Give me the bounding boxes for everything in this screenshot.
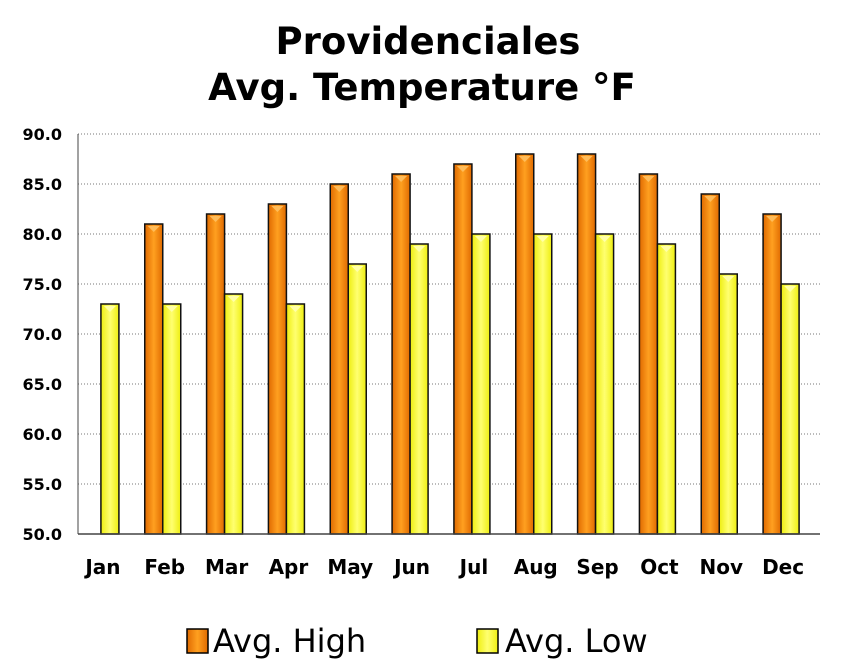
bar-avg-low-cap — [351, 266, 364, 272]
bar-avg-low-cap — [413, 246, 426, 252]
chart-title-line-1: Providenciales — [276, 20, 581, 63]
x-tick-label: Dec — [762, 555, 804, 579]
bar-avg-high-cap — [518, 156, 531, 162]
x-tick-label: Aug — [514, 555, 558, 579]
bar-avg-high — [267, 203, 288, 535]
bar-avg-low — [533, 233, 553, 535]
bar-avg-low-cap — [165, 306, 178, 312]
bar-avg-low-cap — [227, 296, 240, 302]
y-tick-label: 70.0 — [23, 325, 62, 344]
bar-avg-low-cap — [536, 236, 549, 242]
bar-avg-low — [223, 293, 244, 535]
legend-swatch-low — [476, 628, 499, 654]
bar-avg-low — [100, 303, 120, 535]
bar-avg-high — [329, 183, 349, 535]
bar-avg-low-cap — [722, 276, 735, 282]
bar-avg-low-cap — [289, 306, 302, 312]
y-tick-label: 50.0 — [23, 525, 62, 544]
y-tick-label: 90.0 — [23, 125, 62, 144]
bar-avg-high — [700, 193, 720, 535]
bar-avg-low-cap — [660, 246, 673, 252]
bar-avg-low — [471, 233, 491, 535]
y-tick-label: 60.0 — [23, 425, 62, 444]
bar-avg-high — [515, 153, 535, 535]
bar-avg-low-cap — [103, 306, 116, 312]
x-tick-label: Feb — [144, 555, 185, 579]
x-tick-label: May — [327, 555, 373, 579]
bar-avg-high — [762, 213, 782, 535]
y-tick-label: 85.0 — [23, 175, 62, 194]
bar-avg-low-cap — [598, 236, 611, 242]
bar-avg-low — [409, 243, 429, 535]
bars — [100, 153, 800, 535]
x-tick-label: Mar — [205, 555, 248, 579]
bar-avg-high — [576, 153, 597, 535]
bar-avg-high-cap — [209, 216, 222, 222]
bar-avg-high — [391, 173, 411, 535]
legend-label-low: Avg. Low — [505, 622, 648, 660]
bar-avg-high-cap — [704, 196, 717, 202]
y-tick-label: 55.0 — [23, 475, 62, 494]
bar-avg-high-cap — [642, 176, 655, 182]
bar-avg-high — [205, 213, 226, 535]
bar-avg-low — [347, 263, 367, 535]
bar-avg-high-cap — [147, 226, 160, 232]
x-tick-label: Nov — [699, 555, 743, 579]
y-tick-label: 75.0 — [23, 275, 62, 294]
y-tick-label: 80.0 — [23, 225, 62, 244]
legend-label-high: Avg. High — [213, 622, 366, 660]
bar-avg-high-cap — [766, 216, 779, 222]
x-tick-label: Oct — [640, 555, 679, 579]
y-tick-label: 65.0 — [23, 375, 62, 394]
legend: Avg. High Avg. Low — [186, 622, 648, 660]
bar-avg-low-cap — [474, 236, 487, 242]
bar-avg-low — [594, 233, 615, 535]
legend-swatch-high — [186, 628, 209, 654]
bar-avg-high-cap — [271, 206, 284, 212]
x-axis: Jan Feb Mar Apr May Jun Jul Aug Sep Oct Nov Dec — [78, 533, 820, 579]
bar-avg-high-cap — [580, 156, 593, 162]
grid-lines — [78, 133, 820, 485]
x-tick-label: Jul — [458, 555, 489, 579]
bar-avg-high-cap — [395, 176, 408, 182]
bar-avg-high — [144, 223, 164, 535]
x-tick-label: Jan — [83, 555, 120, 579]
y-axis: 50.0 55.0 60.0 65.0 70.0 75.0 80.0 85.0 90.0 — [23, 125, 79, 544]
x-tick-label: Apr — [269, 555, 309, 579]
bar-avg-low — [780, 283, 800, 535]
bar-avg-high — [638, 173, 659, 535]
bar-avg-high — [453, 163, 473, 535]
bar-avg-low — [162, 303, 182, 535]
x-tick-label: Sep — [576, 555, 618, 579]
bar-avg-high-cap — [333, 186, 346, 192]
bar-avg-low — [285, 303, 306, 535]
bar-avg-low — [656, 243, 677, 535]
bar-avg-low — [718, 273, 738, 535]
x-tick-label: Jun — [392, 555, 430, 579]
bar-avg-high-cap — [456, 166, 469, 172]
bar-avg-low-cap — [784, 286, 797, 292]
chart-title-line-2: Avg. Temperature °F — [208, 66, 636, 109]
